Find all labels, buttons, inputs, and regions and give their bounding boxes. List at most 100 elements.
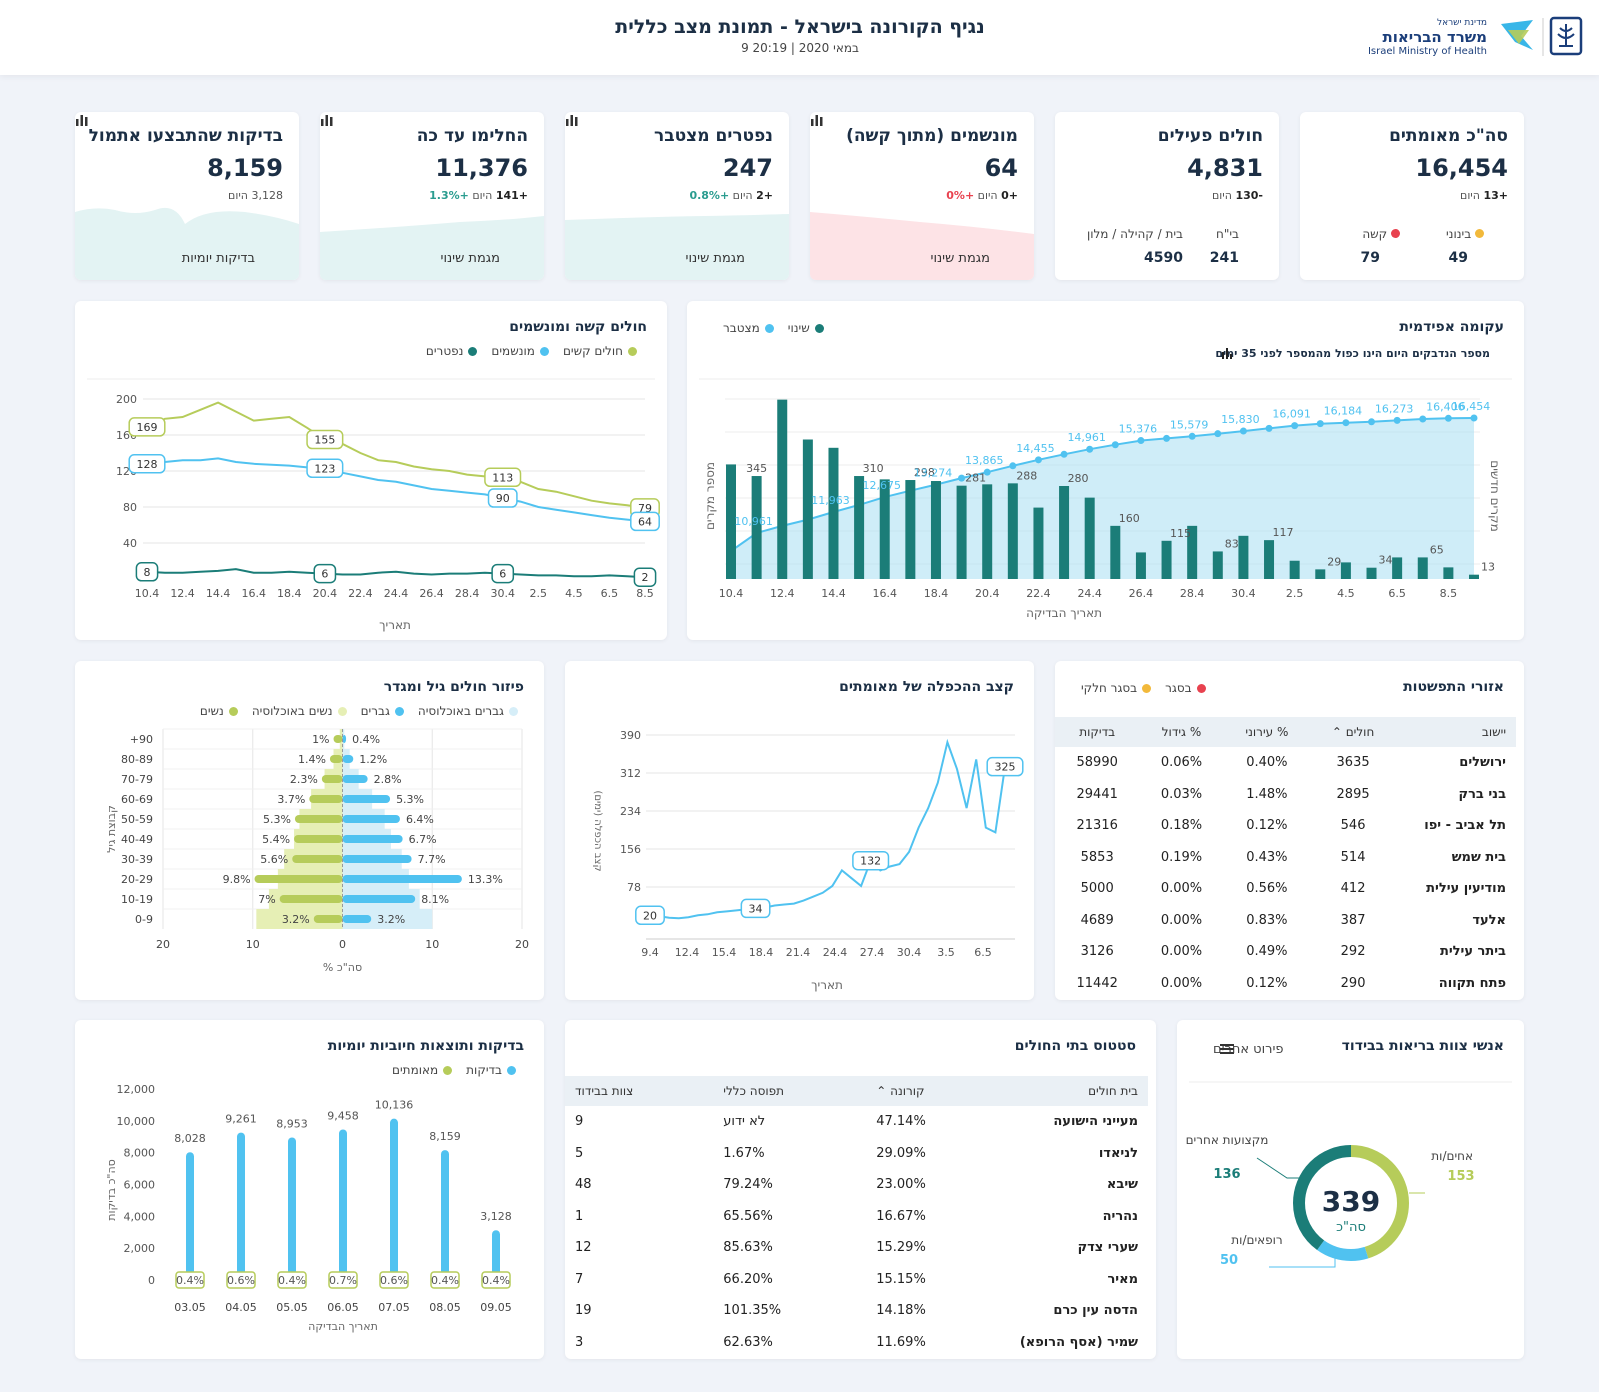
kpi-title: סה"כ מאומתים (1389, 126, 1508, 146)
cumulative-value-label: 14,455 (1016, 442, 1055, 455)
data-label: 132 (860, 855, 881, 868)
legend-item[interactable]: מונשמים (491, 344, 549, 358)
x-tick-label: 06.05 (327, 1301, 359, 1314)
trend-link[interactable]: מגמת שינוי (930, 251, 990, 266)
table-row[interactable]: בני ברק 2895 1.48% 0.03% 29441 (1055, 779, 1516, 811)
column-header[interactable]: יישוב (1396, 717, 1516, 747)
legend-item[interactable]: שינוי (788, 321, 824, 335)
y-tick-label: 156 (620, 843, 641, 856)
women-value-label: 5.4% (262, 833, 290, 846)
women-bar (294, 815, 343, 823)
men-value-label: 7.7% (418, 853, 446, 866)
y-tick-label: 2,000 (124, 1242, 156, 1255)
data-label-box (487, 488, 518, 508)
table-row[interactable]: בית שמש 514 0.43% 0.19% 5853 (1055, 842, 1516, 874)
tests-value-label: 9,458 (327, 1109, 359, 1122)
trend-link[interactable]: מגמת שינוי (440, 251, 500, 266)
table-row[interactable]: לניאדו 29.09% 1.67% 5 (565, 1138, 1148, 1170)
data-label: 325 (995, 761, 1016, 774)
x-tick-label: 28.4 (1180, 587, 1205, 600)
table-row[interactable]: נהריה 16.67% 65.56% 1 (565, 1201, 1148, 1233)
data-label-box (128, 454, 166, 474)
legend-item[interactable]: מאומתים (392, 1063, 453, 1077)
age-group-label: 0-9 (135, 913, 153, 926)
data-label-box (740, 898, 771, 919)
cumulative-point (1060, 450, 1068, 458)
table-row[interactable]: מאיר 15.15% 66.20% 7 (565, 1264, 1148, 1296)
others-detail-link[interactable]: פירוט אחרים (1213, 1042, 1284, 1057)
column-header[interactable]: חולים ⌃ (1310, 717, 1396, 747)
table-row[interactable]: שמיר (אסף הרופא) 11.69% 62.63% 3 (565, 1327, 1148, 1359)
column-header[interactable]: % עירוני (1223, 717, 1311, 747)
column-header[interactable]: בית חולים (998, 1076, 1148, 1106)
column-header[interactable]: בדיקות (1055, 717, 1140, 747)
segment-label: אחים/ות (1431, 1149, 1473, 1163)
table-row[interactable]: תל אביב - יפו 546 0.12% 0.18% 21316 (1055, 810, 1516, 842)
data-label-box (306, 429, 344, 450)
table-row[interactable]: שיבא 23.00% 79.24% 48 (565, 1169, 1148, 1201)
legend-item[interactable]: גברים באוכלוסיה (418, 704, 518, 718)
ministry-emblem-icon (1501, 16, 1583, 56)
ministry-logo[interactable]: מדינת ישראל משרד הבריאות Israel Ministry… (1343, 14, 1583, 62)
legend-item[interactable]: מצטבר (723, 321, 774, 335)
x-tick-label: 9.4 (641, 946, 659, 959)
tests-bar (390, 1118, 398, 1280)
cumulative-value-label: 15,376 (1119, 423, 1158, 436)
data-label-box (986, 756, 1024, 777)
data-label: 113 (492, 471, 513, 484)
x-tick-label: 8.5 (1440, 587, 1458, 600)
x-tick-label: 26.4 (419, 587, 444, 600)
bar-value-label: 115 (1170, 527, 1191, 540)
y-axis-label: סה"כ בדיקות (105, 1159, 118, 1221)
legend-item[interactable]: נשים (200, 704, 238, 718)
y-axis-label-left: מספר מקרים (703, 462, 717, 530)
positive-pct-label: 0.4% (278, 1274, 306, 1287)
trend-link[interactable]: מגמת שינוי (685, 251, 745, 266)
column-header[interactable]: קורונה ⌃ (866, 1076, 998, 1106)
data-label-box (484, 467, 522, 488)
kpi-sub-label: בית / קהילה / מלון (1086, 227, 1183, 241)
table-row[interactable]: מעייני הישועה 47.14% לא ידוע 9 (565, 1106, 1148, 1138)
legend-item[interactable]: נפטרים (426, 344, 478, 358)
column-header[interactable]: תפוסה כללי (713, 1076, 867, 1106)
x-tick-label: 05.05 (276, 1301, 308, 1314)
legend-item[interactable]: חולים קשים (563, 344, 637, 358)
legend-item[interactable]: בסגר (1165, 681, 1206, 695)
positive-pct-box (481, 1271, 511, 1289)
leader-line (1256, 1157, 1301, 1179)
kpi-trend-sparkline (75, 207, 299, 280)
daily-bar (1366, 567, 1377, 579)
logo-main-text: משרד הבריאות (1382, 28, 1487, 46)
table-row[interactable]: אלעד 387 0.83% 0.00% 4689 (1055, 905, 1516, 937)
severe-legend: חולים קשים מונשמים נפטרים (426, 344, 637, 358)
card-title: סטטוס בתי החולים (1014, 1038, 1136, 1054)
table-row[interactable]: הדסה עין כרם 14.18% 101.35% 19 (565, 1295, 1148, 1327)
men-value-label: 0.4% (352, 733, 380, 746)
table-cell: 11.69% (876, 1334, 926, 1350)
table-row[interactable]: מודיעין עילית 412 0.56% 0.00% 5000 (1055, 873, 1516, 905)
regions-legend: בסגר בסגר חלקי (1081, 681, 1206, 695)
age-group-label: 60-69 (121, 793, 153, 806)
legend-item[interactable]: בדיקות (466, 1063, 516, 1077)
women-bar (321, 775, 343, 783)
table-cell: 4689 (1080, 912, 1114, 928)
table-row[interactable]: שערי צדק 15.29% 85.63% 12 (565, 1232, 1148, 1264)
men-value-label: 6.4% (406, 813, 434, 826)
daily-tests-link[interactable]: בדיקות יומיות (181, 251, 255, 266)
x-tick-label: 12.4 (170, 587, 195, 600)
table-row[interactable]: ירושלים 3635 0.40% 0.06% 58990 (1055, 747, 1516, 779)
daily-bar (1161, 540, 1172, 579)
table-cell: 2895 (1336, 786, 1370, 802)
legend-item[interactable]: נשים באוכלוסיה (252, 704, 347, 718)
legend-item[interactable]: גברים (361, 704, 404, 718)
x-tick-label: 16.4 (872, 587, 897, 600)
legend-item[interactable]: בסגר חלקי (1081, 681, 1152, 695)
table-cell: 19 (575, 1303, 592, 1319)
table-row[interactable]: ביתר עילית 292 0.49% 0.00% 3126 (1055, 936, 1516, 968)
table-row[interactable]: פתח תקווה 290 0.12% 0.00% 11442 (1055, 968, 1516, 1000)
x-tick-label: 8.5 (636, 587, 654, 600)
column-header[interactable]: צוות בבידוד (565, 1076, 714, 1106)
page-date: 9 במאי 2020 | 20:19 (741, 41, 859, 55)
column-header[interactable]: % גידול (1139, 717, 1224, 747)
donut-segment (1293, 1145, 1409, 1261)
